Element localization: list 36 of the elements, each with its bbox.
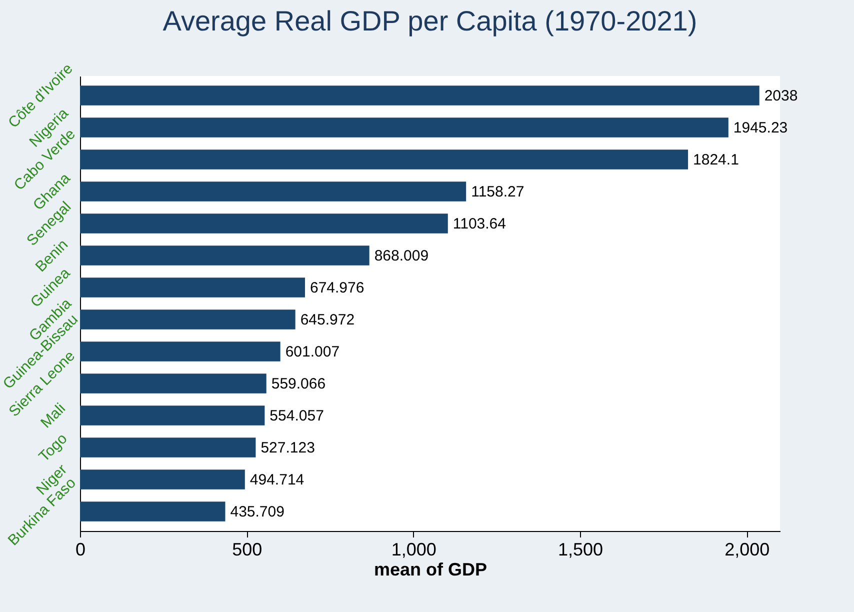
bar xyxy=(80,150,688,170)
chart-title: Average Real GDP per Capita (1970-2021) xyxy=(162,5,698,36)
data-label: 527.123 xyxy=(260,439,315,456)
bar xyxy=(80,278,305,298)
bar xyxy=(80,246,370,266)
data-label: 674.976 xyxy=(310,280,364,296)
bar xyxy=(80,214,448,234)
data-label: 868.009 xyxy=(374,248,429,265)
data-label: 1103.64 xyxy=(452,216,506,233)
x-tick-label: 1,000 xyxy=(391,540,436,560)
data-label: 1945.23 xyxy=(733,120,788,137)
data-label: 554.057 xyxy=(270,407,324,424)
x-tick-label: 0 xyxy=(75,540,86,560)
bar xyxy=(80,502,226,522)
x-tick-label: 500 xyxy=(232,540,262,560)
y-tick-label: Togo xyxy=(36,430,71,466)
data-label: 1824.1 xyxy=(693,152,739,169)
bar xyxy=(80,374,266,394)
x-axis-title: mean of GDP xyxy=(374,560,488,580)
bar xyxy=(80,310,296,330)
x-tick-label: 1,500 xyxy=(558,540,604,560)
data-label: 2038 xyxy=(764,88,798,105)
data-label: 1158.27 xyxy=(471,184,524,201)
data-label: 645.972 xyxy=(300,312,355,328)
bar xyxy=(80,342,280,362)
data-label: 435.709 xyxy=(230,503,284,520)
data-label: 601.007 xyxy=(285,343,340,360)
bar xyxy=(80,406,265,426)
bar xyxy=(80,86,760,106)
bar xyxy=(80,438,256,458)
bar xyxy=(80,118,728,138)
bar xyxy=(80,470,245,490)
x-tick-label: 2,000 xyxy=(724,540,770,560)
data-label: 494.714 xyxy=(250,471,304,488)
bar xyxy=(80,182,466,202)
data-label: 559.066 xyxy=(271,375,326,392)
